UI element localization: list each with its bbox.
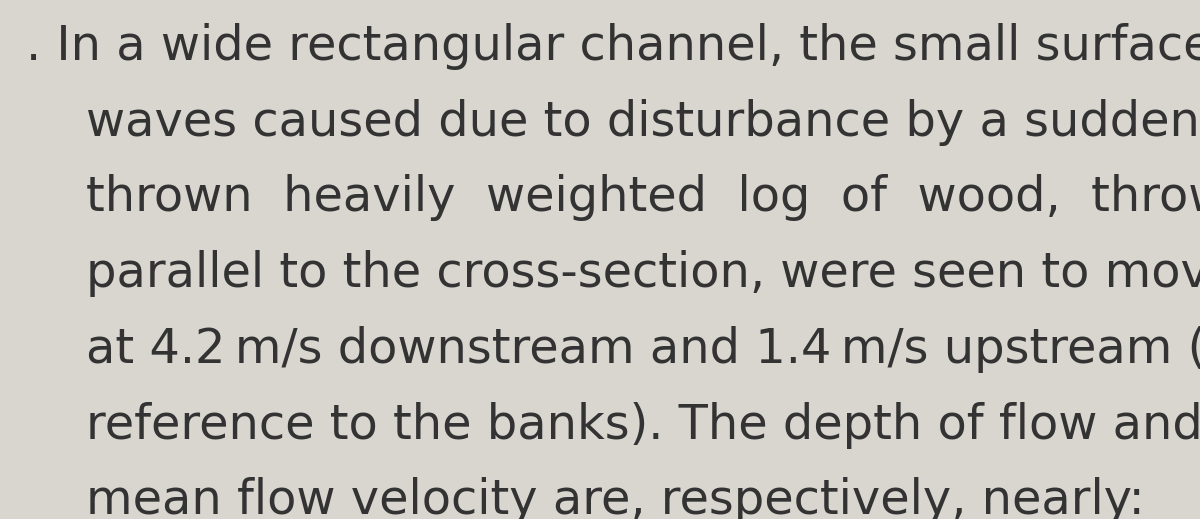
Text: thrown  heavily  weighted  log  of  wood,  thrown: thrown heavily weighted log of wood, thr… [86,174,1200,221]
Text: parallel to the cross-section, were seen to move: parallel to the cross-section, were seen… [86,250,1200,297]
Text: reference to the banks). The depth of flow and the: reference to the banks). The depth of fl… [86,402,1200,449]
Text: mean flow velocity are, respectively, nearly:: mean flow velocity are, respectively, ne… [86,477,1145,519]
Text: . In a wide rectangular channel, the small surface: . In a wide rectangular channel, the sma… [26,23,1200,71]
Text: at 4.2 m/s downstream and 1.4 m/s upstream (with: at 4.2 m/s downstream and 1.4 m/s upstre… [86,326,1200,373]
Text: waves caused due to disturbance by a suddenly: waves caused due to disturbance by a sud… [86,99,1200,146]
